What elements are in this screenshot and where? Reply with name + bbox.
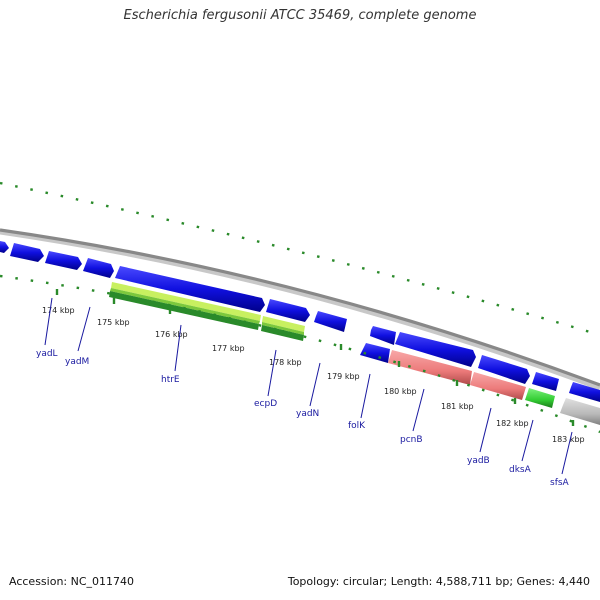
rna-feature[interactable]	[111, 282, 261, 321]
kbp-tick-label: 175 kbp	[97, 318, 130, 327]
gene-name-label[interactable]: dksA	[509, 465, 532, 475]
cds-arrow[interactable]	[10, 243, 44, 262]
cds-arrow[interactable]	[569, 382, 600, 402]
genome-summary: Topology: circular; Length: 4,588,711 bp…	[287, 575, 590, 588]
kbp-tick-label: 180 kbp	[384, 387, 417, 396]
coordinate-ticks: 174 kbp 175 kbp 176 kbp 177 kbp 178 kbp 179 k…	[42, 289, 585, 444]
kbp-tick-label: 182 kbp	[496, 419, 529, 428]
kbp-tick-label: 177 kbp	[212, 344, 245, 353]
gene-label-connector	[309, 362, 321, 407]
gene-label-connector	[360, 373, 371, 419]
kbp-tick-label: 181 kbp	[441, 402, 474, 411]
cds-arrow[interactable]	[370, 326, 396, 345]
gene-name-label[interactable]: yadL	[36, 349, 58, 359]
gene-label-connector	[561, 431, 573, 475]
gene-name-label[interactable]: ecpD	[254, 399, 277, 409]
cds-arrow[interactable]	[395, 332, 476, 367]
gene-name-label[interactable]: htrE	[161, 375, 180, 385]
gene-label-connector	[479, 407, 492, 453]
gene-name-label[interactable]: yadB	[467, 456, 490, 466]
cds-arrow[interactable]	[83, 258, 114, 278]
rrna-feature[interactable]	[525, 388, 555, 408]
kbp-tick-label: 183 kbp	[552, 435, 585, 444]
kbp-tick-label: 176 kbp	[155, 330, 188, 339]
rna-feature[interactable]	[110, 288, 260, 324]
pseudo-feature[interactable]	[388, 350, 472, 385]
accession-label: Accession: NC_011740	[9, 575, 135, 588]
rna-feature[interactable]	[262, 316, 305, 332]
kbp-tick-label: 179 kbp	[327, 372, 360, 381]
cds-arrow[interactable]	[115, 266, 265, 312]
forward-strand-features	[0, 241, 600, 402]
backbone	[0, 228, 600, 387]
cds-arrow[interactable]	[266, 299, 310, 322]
gene-label-connector	[174, 324, 182, 372]
gene-label-connector	[77, 306, 91, 352]
gene-name-label[interactable]: yadN	[296, 409, 319, 419]
cds-arrow[interactable]	[532, 372, 559, 391]
misc-feature[interactable]	[560, 398, 600, 425]
cds-arrow[interactable]	[478, 355, 530, 384]
gene-label-connector	[412, 388, 425, 432]
kbp-tick-label: 178 kbp	[269, 358, 302, 367]
cds-arrow[interactable]	[360, 343, 390, 363]
gene-name-label[interactable]: folK	[348, 421, 366, 431]
rna-feature[interactable]	[262, 322, 304, 335]
cds-arrow[interactable]	[45, 251, 82, 270]
gene-name-label[interactable]: yadM	[65, 357, 89, 367]
genome-title: Escherichia fergusonii ATCC 35469, compl…	[123, 8, 477, 23]
gene-label-connector	[267, 349, 277, 397]
rna-feature[interactable]	[109, 291, 259, 330]
cds-arrow[interactable]	[0, 241, 9, 253]
kbp-tick-label: 174 kbp	[42, 306, 75, 315]
gene-labels: yadL yadM htrE ecpD yadN folK pcnB yadB dksA sfsA	[36, 297, 573, 488]
pseudo-feature[interactable]	[470, 372, 526, 400]
cds-arrow[interactable]	[314, 311, 347, 332]
backbone-shadow	[0, 229, 600, 391]
gene-label-connector	[521, 419, 534, 462]
gene-name-label[interactable]: sfsA	[550, 478, 570, 488]
gene-label-connector	[44, 297, 53, 346]
gene-name-label[interactable]: pcnB	[400, 435, 423, 445]
